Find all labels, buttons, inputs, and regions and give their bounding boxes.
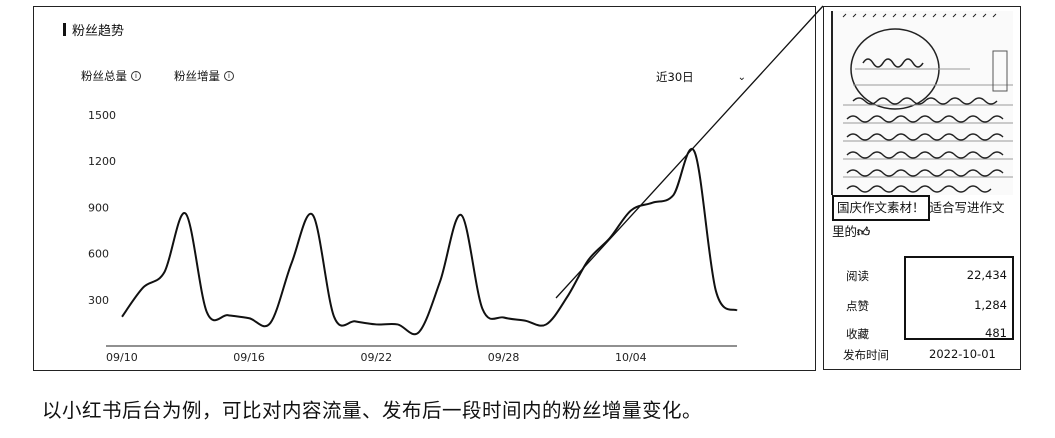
y-tick-label: 300 <box>88 294 109 307</box>
info-circle-icon[interactable]: i <box>224 71 234 81</box>
metric-label: 点赞 <box>846 299 869 313</box>
title-accent-bar <box>63 23 66 36</box>
metric-value: 22,434 <box>966 268 1007 282</box>
post-title[interactable]: 国庆作文素材！ 适合写进作文里的👍︎ <box>832 195 1017 243</box>
tab-fans-increment-label: 粉丝增量 <box>174 69 220 83</box>
fans-line-chart: 300 600 900 1200 1500 09/10 09/16 09/22 09/28 10/… <box>88 109 738 364</box>
publish-time-value: 2022-10-01 <box>929 347 996 361</box>
publish-time-row: 发布时间 2022-10-01 <box>843 347 1013 363</box>
tab-total-fans-label: 粉丝总量 <box>81 69 127 83</box>
section-title-text: 粉丝趋势 <box>72 24 125 39</box>
y-tick-label: 600 <box>88 248 109 261</box>
x-tick-label: 09/28 <box>488 351 520 364</box>
x-tick-label: 09/16 <box>233 351 265 364</box>
metric-label: 收藏 <box>846 327 869 341</box>
fans-series-line <box>121 147 738 336</box>
x-tick-label: 09/10 <box>106 351 138 364</box>
handwritten-note-image-icon <box>842 13 1013 193</box>
fans-trend-panel: 粉丝趋势 粉丝总量 i 粉丝增量 i 近30日 ⌄ 300 600 900 1200 1… <box>33 6 816 371</box>
metric-label: 阅读 <box>846 269 869 283</box>
y-tick-label: 1500 <box>88 109 116 122</box>
metric-value: 481 <box>985 326 1007 340</box>
title-rest-text: 适合写进作文里的 <box>832 200 1005 239</box>
x-tick-label: 10/04 <box>615 351 647 364</box>
metrics-highlight-box: 阅读 22,434 点赞 1,284 收藏 481 <box>846 256 1014 341</box>
thumbs-up-emoji-icon: 👍︎ <box>857 224 871 239</box>
post-thumbnail[interactable] <box>831 11 1013 195</box>
figure-caption: 以小红书后台为例，可比对内容流量、发布后一段时间内的粉丝增量变化。 <box>42 399 703 422</box>
metric-value: 1,284 <box>974 298 1007 312</box>
info-circle-icon[interactable]: i <box>131 71 141 81</box>
title-highlight-text: 国庆作文素材！ <box>837 200 925 215</box>
x-tick-label: 09/22 <box>360 351 392 364</box>
publish-time-label: 发布时间 <box>843 348 889 362</box>
section-title: 粉丝趋势 <box>63 20 124 39</box>
post-detail-card: 国庆作文素材！ 适合写进作文里的👍︎ 阅读 22,434 点赞 1,284 收藏 … <box>823 6 1021 370</box>
y-tick-label: 900 <box>88 201 109 214</box>
tab-total-fans[interactable]: 粉丝总量 i <box>81 68 141 84</box>
tab-fans-increment[interactable]: 粉丝增量 i <box>174 68 234 84</box>
title-highlight-box: 国庆作文素材！ <box>832 195 930 221</box>
y-tick-label: 1200 <box>88 155 116 168</box>
